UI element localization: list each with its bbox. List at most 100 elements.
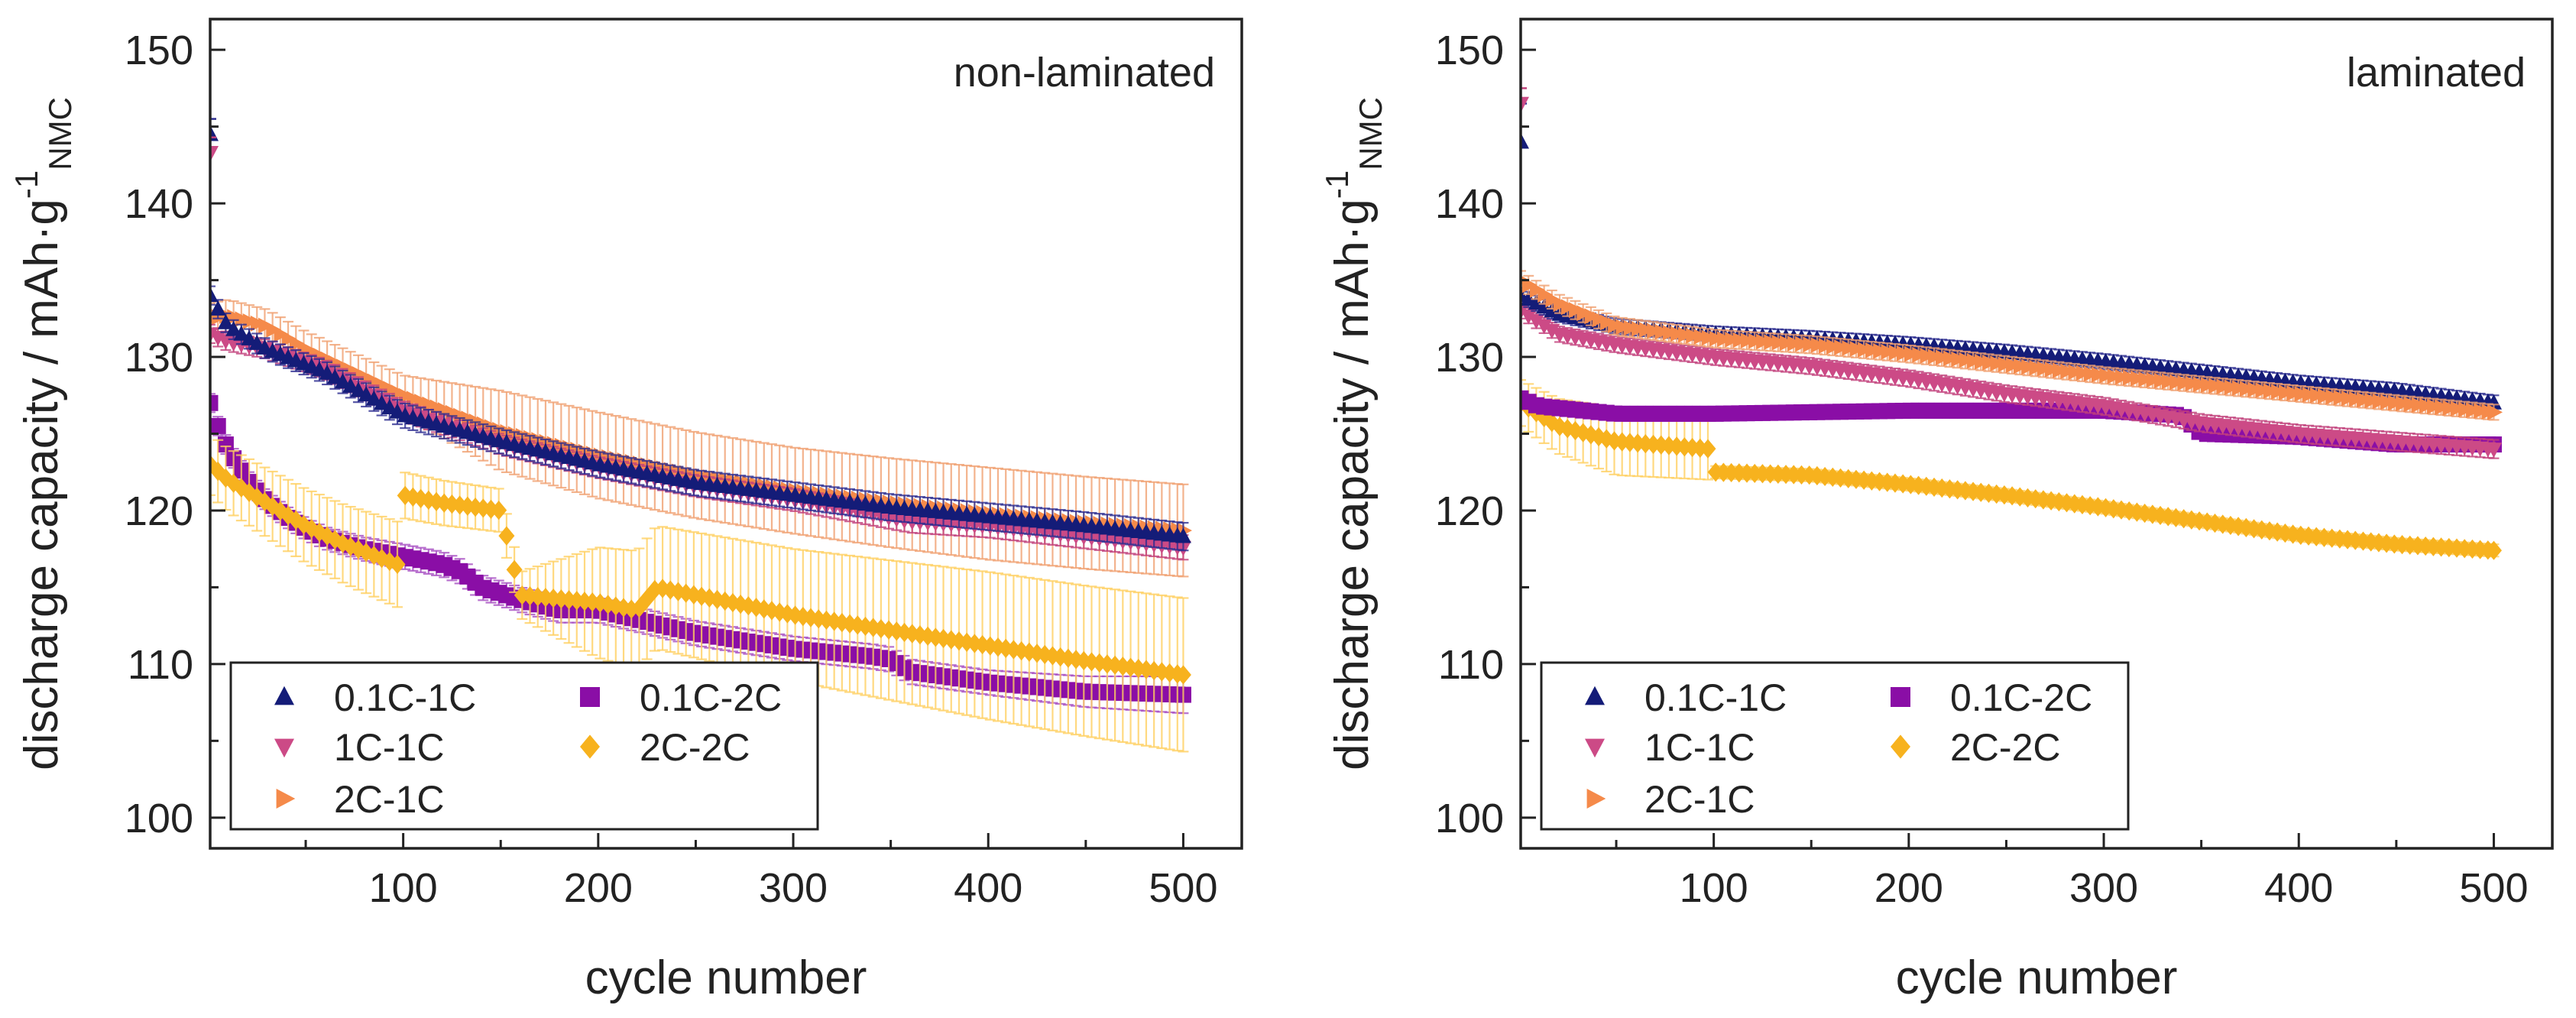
plot-area (210, 118, 1192, 753)
data-point (374, 394, 390, 410)
data-point (1668, 436, 1685, 456)
legend-label: 1C-1C (334, 726, 444, 769)
data-point (701, 588, 718, 608)
data-point (1832, 468, 1849, 488)
legend-marker (580, 687, 600, 707)
series-2C-2C (210, 433, 1191, 753)
data-point (1005, 640, 1022, 660)
data-point (2183, 510, 2200, 530)
data-point (225, 473, 242, 493)
data-point (709, 589, 726, 610)
data-point (1521, 309, 1537, 325)
markers-0.1C-1C (210, 287, 1191, 543)
data-point (2098, 498, 2114, 517)
first-cycle-points (210, 118, 219, 168)
data-point (235, 311, 251, 328)
data-point (233, 325, 250, 341)
data-point (1528, 314, 1544, 329)
data-point (2230, 517, 2247, 537)
data-point (591, 593, 608, 613)
data-point (2300, 526, 2317, 546)
series-2C-1C (1521, 270, 2503, 421)
data-point (1645, 434, 1662, 455)
legend-box (229, 661, 819, 831)
data-point (880, 620, 897, 640)
y-axis-label-sub: NMC (42, 97, 78, 170)
data-point (258, 317, 274, 334)
data-point (2315, 527, 2332, 547)
data-point (2485, 443, 2502, 459)
data-point (248, 334, 265, 350)
data-point (2066, 494, 2083, 514)
y-tick-label: 100 (125, 796, 193, 841)
legend: 0.1C-1C 0.1C-2C 1C-1C 2C-2C 2C-1C (229, 661, 819, 831)
data-point (1036, 644, 1053, 665)
legend-entry-0.1C-1C: 0.1C-1C (274, 676, 476, 719)
data-point (281, 330, 297, 347)
data-point (669, 582, 686, 601)
data-point (1700, 439, 1716, 459)
series-0.1C-1C (210, 285, 1191, 552)
data-point (1153, 662, 1170, 682)
data-point (266, 321, 282, 338)
data-point (943, 630, 960, 650)
data-point (274, 326, 290, 342)
data-point (498, 526, 515, 546)
data-point (904, 624, 921, 644)
data-point (467, 498, 484, 517)
x-axis-label: cycle number (585, 952, 867, 1004)
x-tick-label: 100 (369, 865, 438, 911)
data-point (452, 495, 468, 515)
data-point (810, 609, 827, 629)
markers-2C-1C (210, 307, 1192, 539)
data-point (1013, 641, 1030, 661)
data-point (2441, 537, 2458, 558)
x-tick-label: 300 (759, 865, 828, 911)
data-point (2393, 535, 2410, 555)
legend-entry-1C-1C: 1C-1C (274, 726, 444, 769)
data-point (1894, 474, 1911, 494)
data-point (1988, 484, 2005, 504)
data-point (225, 320, 242, 336)
data-point (935, 628, 952, 649)
series-1C-1C (1521, 302, 2502, 459)
data-point (2472, 540, 2489, 559)
data-point (319, 364, 335, 380)
data-point (250, 315, 266, 332)
data-point (1801, 465, 1818, 485)
markers-1C-1C (1521, 304, 2502, 459)
data-point (1972, 482, 1989, 502)
data-point (506, 559, 523, 579)
legend-label: 0.1C-1C (334, 676, 476, 719)
data-point (319, 526, 335, 546)
markers-2C-2C (210, 455, 1191, 685)
data-point (2464, 539, 2480, 559)
data-point (2215, 514, 2231, 534)
plot-area (1521, 87, 2503, 560)
data-point (537, 588, 554, 608)
data-point (342, 377, 359, 393)
data-point (1879, 472, 1896, 492)
data-point (1957, 481, 1974, 501)
data-point (365, 390, 382, 406)
data-point (491, 501, 507, 520)
data-point (422, 396, 438, 413)
error-bars-0.1C-1C (210, 285, 1189, 552)
legend-marker (274, 686, 294, 705)
data-point (420, 490, 437, 511)
data-point (210, 146, 219, 162)
data-point (763, 601, 780, 621)
data-point (1107, 655, 1123, 675)
legend-entry-2C-2C: 2C-2C (580, 726, 750, 769)
data-point (217, 313, 234, 329)
data-point (1044, 646, 1061, 666)
data-point (436, 493, 452, 513)
data-point (1551, 417, 1568, 436)
data-point (2269, 522, 2286, 542)
data-point (1606, 431, 1622, 451)
data-point (272, 501, 289, 521)
data-point (210, 462, 226, 481)
data-point (210, 287, 219, 303)
data-point (1583, 425, 1599, 445)
data-point (1996, 485, 2013, 505)
